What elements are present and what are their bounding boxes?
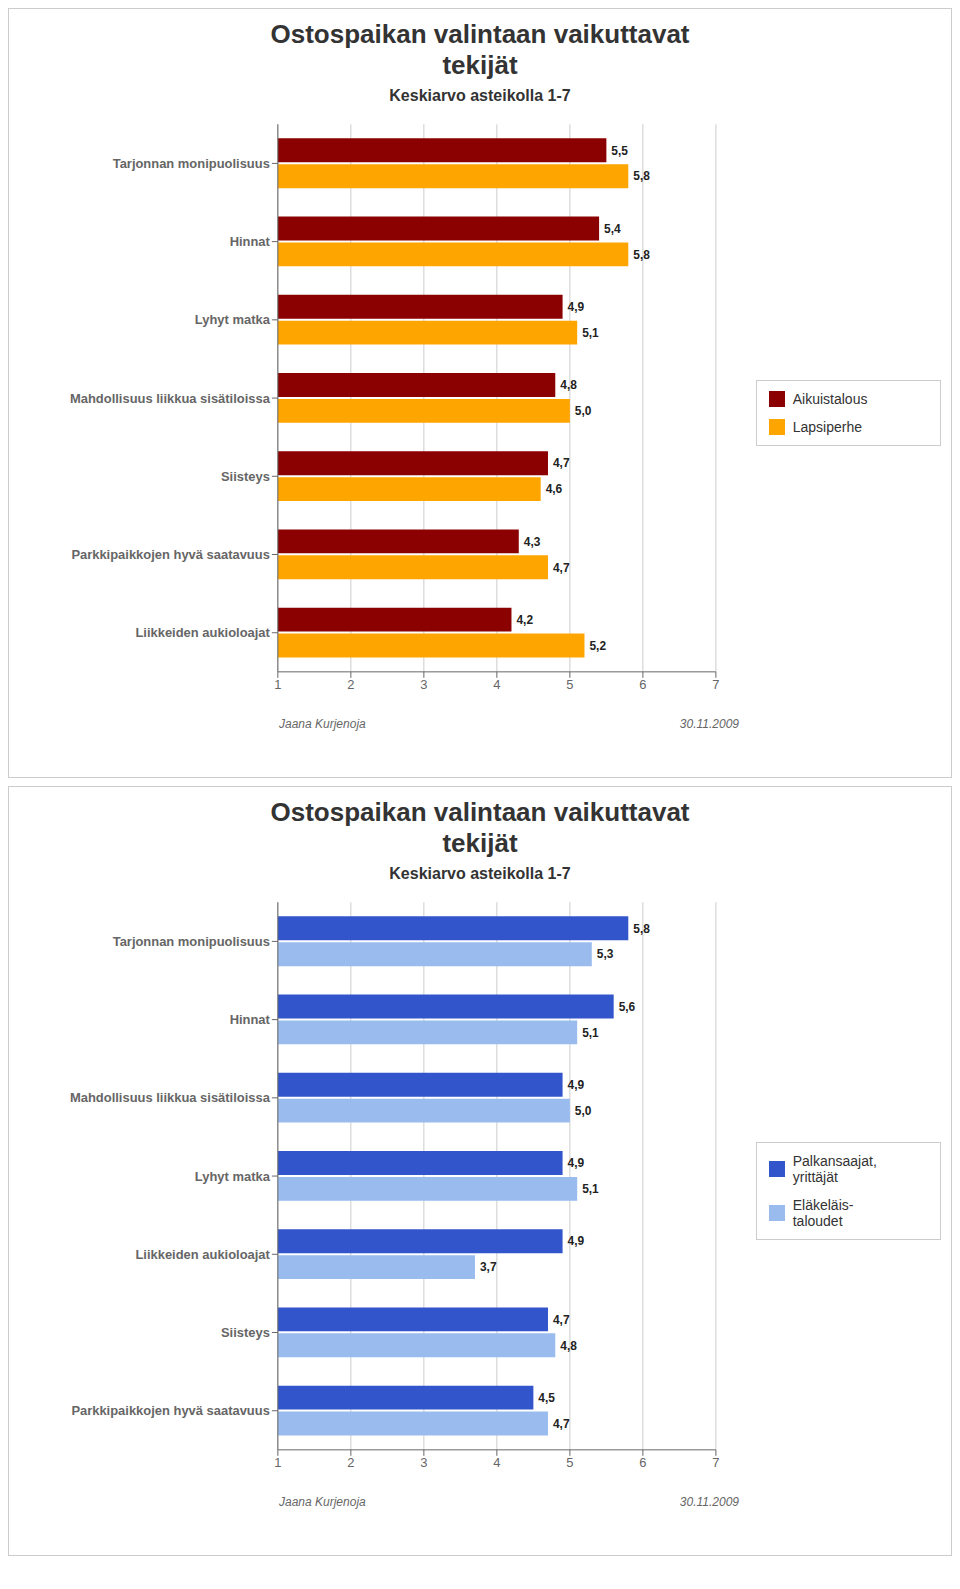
svg-text:Liikkeiden aukioloajat: Liikkeiden aukioloajat (135, 1247, 270, 1262)
svg-text:Mahdollisuus liikkua sisätiloi: Mahdollisuus liikkua sisätiloissa (70, 1091, 271, 1106)
svg-text:5,6: 5,6 (619, 1000, 636, 1014)
svg-text:Liikkeiden aukioloajat: Liikkeiden aukioloajat (135, 626, 270, 641)
svg-text:4,3: 4,3 (524, 535, 541, 549)
svg-text:Lyhyt matka: Lyhyt matka (195, 313, 271, 328)
html-text:Jaana Kurjenoja: Jaana Kurjenoja (279, 717, 366, 732)
svg-text:7: 7 (712, 677, 719, 692)
svg-text:2: 2 (347, 677, 354, 692)
svg-text:4,8: 4,8 (560, 379, 577, 393)
svg-text:3: 3 (420, 1455, 427, 1470)
svg-text:7: 7 (712, 1455, 719, 1470)
svg-text:4,9: 4,9 (568, 1235, 585, 1249)
svg-text:4,2: 4,2 (516, 613, 533, 627)
html-text:Jaana Kurjenoja: Jaana Kurjenoja (279, 1495, 366, 1510)
svg-text:5,1: 5,1 (582, 1182, 599, 1196)
svg-text:Tarjonnan monipuolisuus: Tarjonnan monipuolisuus (113, 156, 270, 171)
svg-text:3,7: 3,7 (480, 1261, 497, 1275)
svg-text:4,9: 4,9 (568, 300, 585, 314)
svg-text:5,2: 5,2 (589, 639, 606, 653)
svg-text:Mahdollisuus liikkua sisätiloi: Mahdollisuus liikkua sisätiloissa (70, 391, 271, 406)
svg-text:5,1: 5,1 (582, 1026, 599, 1040)
svg-text:Parkkipaikkojen hyvä saatavuus: Parkkipaikkojen hyvä saatavuus (71, 1404, 270, 1419)
svg-text:1: 1 (274, 1455, 281, 1470)
html-text:Keskiarvo asteikolla 1-7: Keskiarvo asteikolla 1-7 (389, 87, 571, 105)
html-text:Lapsiperhe: Lapsiperhe (792, 419, 862, 436)
svg-text:4: 4 (493, 1455, 500, 1470)
svg-text:5: 5 (566, 1455, 573, 1470)
svg-text:Lyhyt matka: Lyhyt matka (195, 1169, 271, 1184)
html-text:Palkansaajat, yrittäjät: Palkansaajat, yrittäjät (792, 1153, 877, 1186)
svg-text:3: 3 (420, 677, 427, 692)
svg-text:4,8: 4,8 (560, 1339, 577, 1353)
html-text:Ostospaikan valintaan vaikutta: Ostospaikan valintaan vaikuttavat tekijä… (270, 797, 690, 859)
svg-text:Hinnat: Hinnat (230, 1013, 271, 1028)
svg-text:Siisteys: Siisteys (221, 1325, 270, 1340)
svg-text:5,8: 5,8 (633, 248, 650, 262)
svg-text:4,7: 4,7 (553, 457, 570, 471)
html-text:Aikuistalous: Aikuistalous (792, 391, 868, 408)
svg-text:4: 4 (493, 677, 500, 692)
svg-text:Siisteys: Siisteys (221, 469, 270, 484)
svg-text:4,5: 4,5 (538, 1391, 555, 1405)
svg-text:6: 6 (639, 677, 646, 692)
svg-text:5,8: 5,8 (633, 170, 650, 184)
svg-text:5,1: 5,1 (582, 326, 599, 340)
svg-text:5,0: 5,0 (575, 404, 592, 418)
html-text:Eläkeläis- taloudet: Eläkeläis- taloudet (792, 1197, 854, 1230)
svg-text:2: 2 (347, 1455, 354, 1470)
svg-text:4,9: 4,9 (568, 1157, 585, 1171)
svg-text:6: 6 (639, 1455, 646, 1470)
svg-text:5,3: 5,3 (597, 948, 614, 962)
svg-text:5: 5 (566, 677, 573, 692)
html-text:30.11.2009: 30.11.2009 (679, 1495, 739, 1510)
html-text:Ostospaikan valintaan vaikutta: Ostospaikan valintaan vaikuttavat tekijä… (270, 19, 690, 81)
svg-text:5,4: 5,4 (604, 222, 621, 236)
svg-text:Hinnat: Hinnat (230, 235, 271, 250)
svg-text:5,5: 5,5 (611, 144, 628, 158)
html-text:30.11.2009: 30.11.2009 (679, 717, 739, 732)
svg-text:4,7: 4,7 (553, 1417, 570, 1431)
svg-text:1: 1 (274, 677, 281, 692)
svg-text:Parkkipaikkojen hyvä saatavuus: Parkkipaikkojen hyvä saatavuus (71, 547, 270, 562)
svg-text:5,8: 5,8 (633, 922, 650, 936)
svg-text:4,6: 4,6 (546, 483, 563, 497)
svg-text:4,7: 4,7 (553, 1313, 570, 1327)
html-text:Keskiarvo asteikolla 1-7: Keskiarvo asteikolla 1-7 (389, 865, 571, 883)
svg-text:4,9: 4,9 (568, 1078, 585, 1092)
svg-text:Tarjonnan monipuolisuus: Tarjonnan monipuolisuus (113, 934, 270, 949)
svg-text:5,0: 5,0 (575, 1104, 592, 1118)
svg-text:4,7: 4,7 (553, 561, 570, 575)
